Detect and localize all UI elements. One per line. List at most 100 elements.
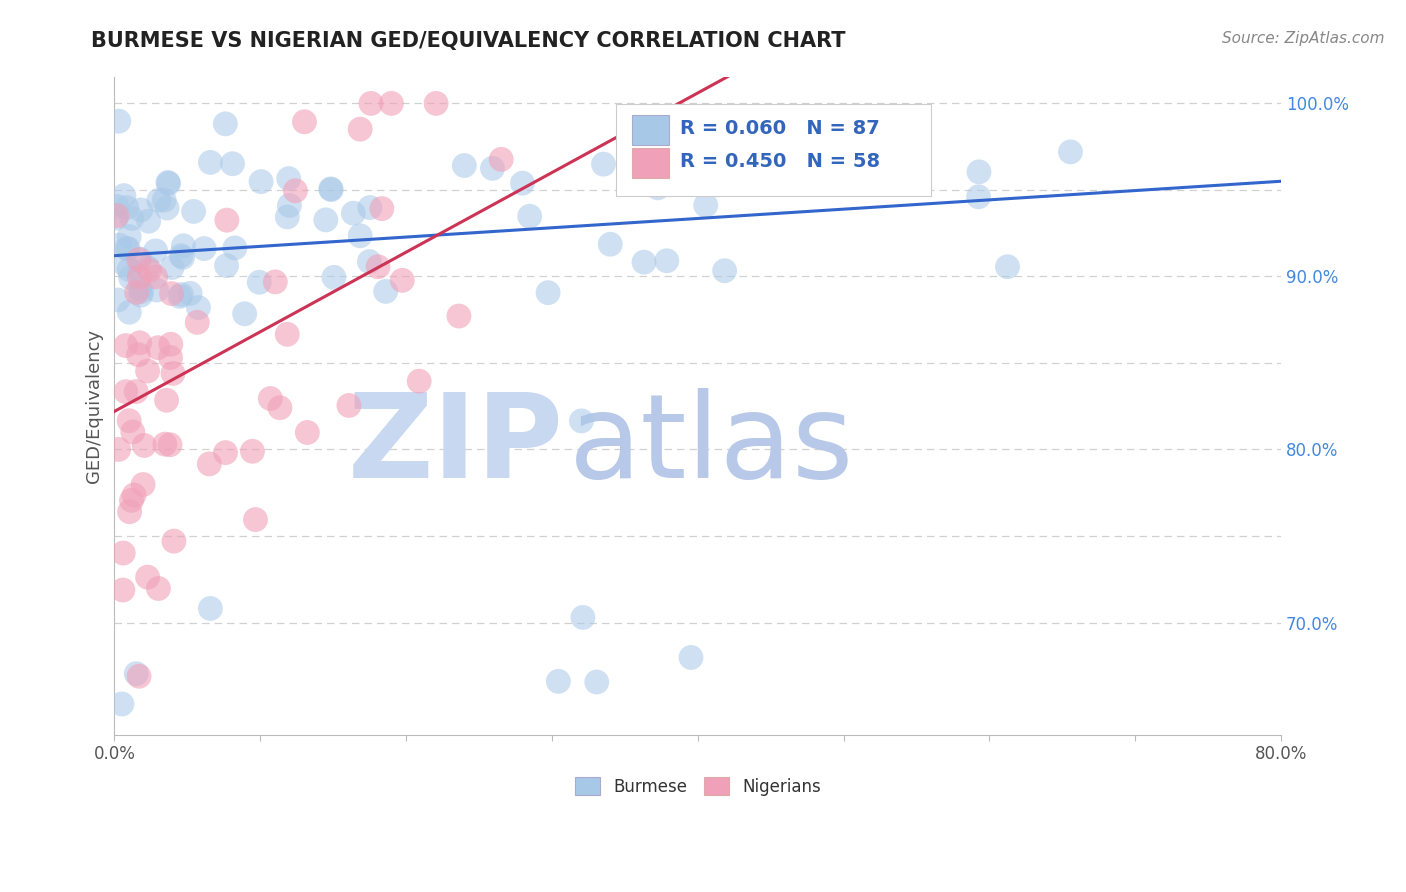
Burmese [278, 198, 301, 212]
Burmese [104, 211, 127, 226]
Nigerians [349, 122, 371, 136]
Nigerians [138, 263, 160, 277]
Nigerians [162, 367, 184, 381]
Burmese [967, 190, 990, 204]
Burmese [157, 177, 180, 191]
Burmese [572, 610, 595, 624]
Burmese [342, 206, 364, 220]
Burmese [172, 251, 194, 265]
Burmese [118, 229, 141, 244]
Burmese [359, 201, 381, 215]
Nigerians [125, 384, 148, 399]
Nigerians [360, 96, 382, 111]
Text: R = 0.450   N = 58: R = 0.450 N = 58 [681, 153, 880, 171]
Burmese [131, 285, 153, 299]
Nigerians [155, 393, 177, 408]
Nigerians [118, 505, 141, 519]
Burmese [114, 258, 136, 272]
Nigerians [159, 438, 181, 452]
Burmese [647, 181, 669, 195]
Nigerians [380, 96, 402, 111]
Burmese [129, 202, 152, 217]
Burmese [153, 193, 176, 207]
Nigerians [128, 335, 150, 350]
Burmese [233, 307, 256, 321]
Burmese [115, 242, 138, 256]
Burmese [215, 259, 238, 273]
Burmese [374, 285, 396, 299]
Burmese [138, 214, 160, 228]
Burmese [107, 114, 129, 128]
Burmese [105, 199, 128, 213]
Burmese [321, 182, 343, 196]
FancyBboxPatch shape [633, 148, 668, 178]
Burmese [214, 117, 236, 131]
Burmese [145, 244, 167, 258]
FancyBboxPatch shape [616, 103, 931, 196]
Nigerians [121, 425, 143, 439]
Nigerians [447, 309, 470, 323]
Burmese [359, 254, 381, 268]
Nigerians [107, 442, 129, 457]
Burmese [633, 255, 655, 269]
Burmese [187, 301, 209, 315]
Burmese [276, 210, 298, 224]
Burmese [118, 305, 141, 319]
Text: R = 0.060   N = 87: R = 0.060 N = 87 [681, 120, 880, 138]
Burmese [145, 283, 167, 297]
Nigerians [148, 582, 170, 596]
Burmese [125, 666, 148, 681]
Burmese [200, 155, 222, 169]
Legend: Burmese, Nigerians: Burmese, Nigerians [568, 771, 827, 802]
Burmese [172, 239, 194, 253]
Nigerians [297, 425, 319, 440]
Text: BURMESE VS NIGERIAN GED/EQUIVALENCY CORRELATION CHART: BURMESE VS NIGERIAN GED/EQUIVALENCY CORR… [91, 31, 846, 51]
Burmese [690, 167, 713, 181]
Burmese [585, 675, 607, 690]
Burmese [512, 176, 534, 190]
Burmese [481, 161, 503, 176]
Burmese [221, 157, 243, 171]
Nigerians [367, 260, 389, 274]
Burmese [148, 194, 170, 208]
Burmese [120, 270, 142, 285]
Nigerians [371, 202, 394, 216]
Burmese [519, 209, 541, 223]
Nigerians [121, 493, 143, 508]
Burmese [156, 176, 179, 190]
Nigerians [159, 351, 181, 365]
Burmese [170, 249, 193, 263]
Nigerians [245, 512, 267, 526]
Burmese [349, 228, 371, 243]
Nigerians [112, 546, 135, 560]
Nigerians [136, 570, 159, 584]
Burmese [967, 165, 990, 179]
Nigerians [214, 445, 236, 459]
Burmese [599, 237, 621, 252]
Nigerians [114, 384, 136, 399]
Nigerians [118, 414, 141, 428]
Burmese [108, 238, 131, 252]
Nigerians [408, 374, 430, 388]
Burmese [894, 167, 917, 181]
Nigerians [215, 213, 238, 227]
Nigerians [145, 269, 167, 284]
Burmese [319, 182, 342, 196]
Burmese [200, 601, 222, 615]
Nigerians [122, 488, 145, 502]
Nigerians [294, 115, 316, 129]
Burmese [322, 270, 344, 285]
Burmese [681, 151, 703, 165]
Nigerians [160, 286, 183, 301]
Burmese [179, 286, 201, 301]
Nigerians [259, 392, 281, 406]
Burmese [547, 674, 569, 689]
Burmese [170, 287, 193, 301]
Burmese [250, 175, 273, 189]
Nigerians [284, 184, 307, 198]
Nigerians [105, 209, 128, 223]
Burmese [453, 159, 475, 173]
Burmese [1059, 145, 1081, 159]
Nigerians [337, 399, 360, 413]
Burmese [128, 282, 150, 296]
